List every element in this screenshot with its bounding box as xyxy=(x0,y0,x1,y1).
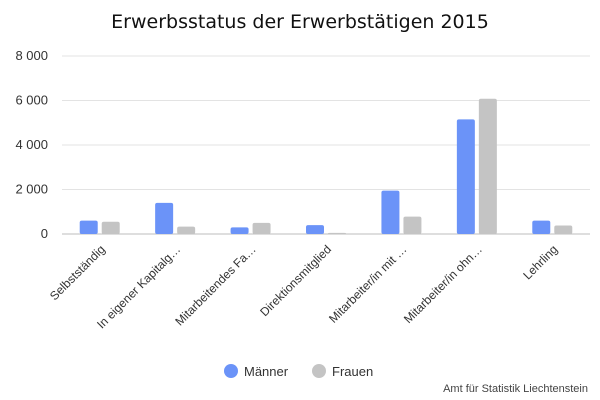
bars xyxy=(79,98,573,234)
y-tick-label: 2 000 xyxy=(15,182,48,197)
x-tick-label: Mitarbeiter/in ohn… xyxy=(401,242,485,326)
y-tick-label: 4 000 xyxy=(15,137,48,152)
legend-label: Frauen xyxy=(332,364,373,379)
legend-item[interactable]: Männer xyxy=(224,364,289,379)
x-tick-label: Lehrling xyxy=(520,242,560,282)
bar-frauen[interactable] xyxy=(403,216,422,234)
y-tick-label: 0 xyxy=(41,226,48,241)
bar-frauen[interactable] xyxy=(554,225,573,234)
y-axis-ticks: 0 2 000 4 000 6 000 8 000 xyxy=(15,48,48,241)
bar-frauen[interactable] xyxy=(252,222,271,234)
x-tick-label: Mitarbeitendes Fa… xyxy=(172,242,258,328)
legend[interactable]: Männer Frauen xyxy=(224,364,373,379)
x-tick-label: Direktionsmitglied xyxy=(257,242,334,319)
legend-marker xyxy=(224,364,238,378)
chart-title: Erwerbsstatus der Erwerbstätigen 2015 xyxy=(111,11,489,33)
bar-männer[interactable] xyxy=(155,202,174,234)
bar-frauen[interactable] xyxy=(101,221,120,234)
bar-männer[interactable] xyxy=(79,220,98,234)
gridlines xyxy=(62,55,590,235)
bar-männer[interactable] xyxy=(532,220,551,234)
x-tick-label: In eigener Kapitalg… xyxy=(94,242,183,331)
bar-männer[interactable] xyxy=(381,190,400,234)
source-credit: Amt für Statistik Liechtenstein xyxy=(443,383,588,395)
y-tick-label: 8 000 xyxy=(15,48,48,63)
bar-frauen[interactable] xyxy=(478,98,497,234)
legend-marker xyxy=(312,364,326,378)
legend-label: Männer xyxy=(244,364,289,379)
x-tick-label: Mitarbeiter/in mit … xyxy=(326,242,409,325)
y-tick-label: 6 000 xyxy=(15,93,48,108)
bar-männer[interactable] xyxy=(306,225,324,234)
legend-item[interactable]: Frauen xyxy=(312,364,373,379)
bar-männer[interactable] xyxy=(456,119,475,234)
bar-frauen[interactable] xyxy=(328,232,346,234)
x-tick-label: Selbstständig xyxy=(47,242,108,303)
bar-männer[interactable] xyxy=(230,227,249,234)
bar-frauen[interactable] xyxy=(177,226,196,234)
